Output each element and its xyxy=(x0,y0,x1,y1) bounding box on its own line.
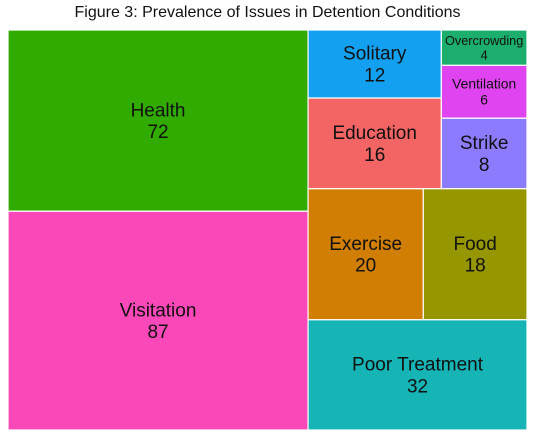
treemap-value-ventilation: 6 xyxy=(480,92,488,108)
treemap-value-overcrowding: 4 xyxy=(481,48,488,62)
treemap-label-strike: Strike xyxy=(460,133,509,154)
treemap-value-poor-treatment: 32 xyxy=(407,376,428,397)
treemap-rect-exercise xyxy=(307,188,424,321)
treemap-value-education: 16 xyxy=(364,145,385,166)
treemap-value-food: 18 xyxy=(465,256,486,277)
treemap-value-health: 72 xyxy=(147,122,168,143)
treemap-label-food: Food xyxy=(453,234,496,255)
treemap-rect-education xyxy=(307,97,442,190)
treemap-label-exercise: Exercise xyxy=(329,234,402,255)
treemap-rect-ventilation xyxy=(440,64,528,119)
treemap-label-poor-treatment: Poor Treatment xyxy=(352,355,484,376)
treemap-label-ventilation: Ventilation xyxy=(452,76,516,92)
treemap-value-strike: 8 xyxy=(479,155,490,176)
treemap-value-solitary: 12 xyxy=(364,66,385,87)
treemap-value-exercise: 20 xyxy=(355,256,376,277)
treemap-label-education: Education xyxy=(332,123,417,144)
treemap-label-solitary: Solitary xyxy=(343,44,407,65)
treemap-rect-solitary xyxy=(307,29,442,99)
treemap-label-overcrowding: Overcrowding xyxy=(445,34,523,48)
treemap-rect-strike xyxy=(440,117,528,190)
chart-title: Figure 3: Prevalence of Issues in Detent… xyxy=(74,4,461,21)
treemap-label-health: Health xyxy=(131,100,186,121)
treemap-rect-poor-treatment xyxy=(307,319,528,431)
treemap-rect-overcrowding xyxy=(440,29,528,66)
treemap-rect-health xyxy=(7,29,309,212)
treemap-value-visitation: 87 xyxy=(147,322,168,343)
treemap-label-visitation: Visitation xyxy=(120,300,197,321)
